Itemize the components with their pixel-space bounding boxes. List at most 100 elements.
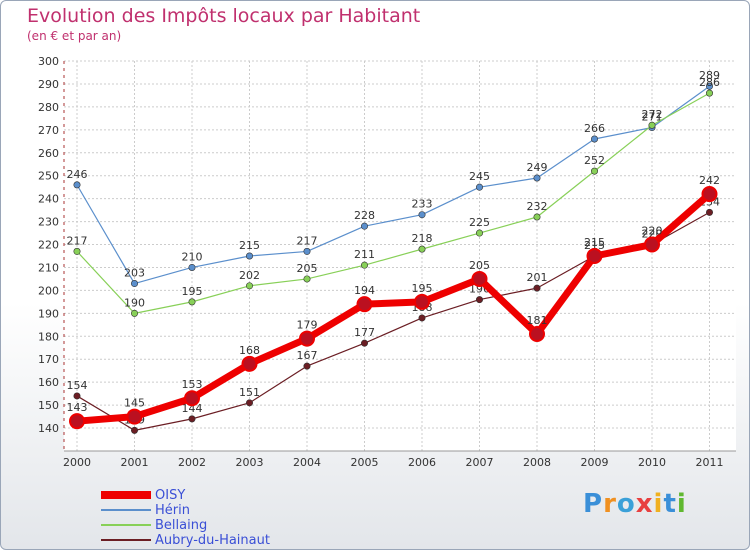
y-tick-label: 300 bbox=[38, 55, 59, 68]
data-point-aubry-du-hainaut bbox=[418, 314, 426, 322]
x-tick-label: 2007 bbox=[466, 456, 494, 469]
data-point-aubry-du-hainaut bbox=[246, 399, 254, 407]
data-point-oisy bbox=[126, 408, 143, 425]
data-point-aubry-du-hainaut bbox=[131, 426, 139, 434]
data-point-h-rin bbox=[475, 183, 483, 191]
data-label-h-rin: 233 bbox=[412, 198, 433, 211]
y-tick-label: 180 bbox=[38, 330, 59, 343]
y-tick-label: 290 bbox=[38, 78, 59, 91]
legend-swatch bbox=[101, 509, 151, 511]
data-point-aubry-du-hainaut bbox=[303, 362, 311, 370]
data-point-oisy bbox=[414, 293, 430, 310]
legend-label: Aubry-du-Hainaut bbox=[155, 533, 270, 548]
data-label-h-rin: 266 bbox=[584, 122, 605, 135]
data-label-h-rin: 245 bbox=[469, 170, 490, 183]
y-tick-label: 160 bbox=[38, 376, 59, 389]
x-tick-label: 2001 bbox=[121, 456, 149, 469]
y-tick-label: 260 bbox=[38, 147, 59, 160]
data-point-bellaing bbox=[533, 213, 541, 221]
data-label-aubry-du-hainaut: 167 bbox=[297, 349, 318, 362]
data-point-oisy bbox=[644, 236, 660, 253]
plot-area bbox=[64, 61, 736, 451]
data-point-aubry-du-hainaut bbox=[705, 208, 713, 216]
x-tick-label: 2008 bbox=[523, 456, 551, 469]
data-label-bellaing: 252 bbox=[584, 154, 605, 167]
data-label-bellaing: 218 bbox=[412, 232, 433, 245]
data-point-bellaing bbox=[590, 167, 598, 175]
data-point-aubry-du-hainaut bbox=[360, 339, 368, 347]
data-point-oisy bbox=[356, 296, 373, 313]
data-label-oisy: 195 bbox=[412, 282, 433, 295]
data-point-aubry-du-hainaut bbox=[73, 392, 81, 400]
data-point-h-rin bbox=[131, 280, 139, 288]
data-label-oisy: 205 bbox=[469, 259, 490, 272]
data-label-aubry-du-hainaut: 201 bbox=[527, 271, 548, 284]
data-point-aubry-du-hainaut bbox=[188, 415, 196, 423]
data-point-bellaing bbox=[418, 245, 426, 253]
data-point-bellaing bbox=[131, 309, 139, 317]
legend-swatch bbox=[101, 524, 151, 526]
data-label-bellaing: 211 bbox=[354, 248, 375, 261]
data-label-bellaing: 272 bbox=[642, 108, 663, 121]
y-tick-label: 270 bbox=[38, 124, 59, 137]
data-label-aubry-du-hainaut: 151 bbox=[239, 386, 260, 399]
legend-swatch bbox=[101, 491, 151, 499]
chart-title: Evolution des Impôts locaux par Habitant bbox=[27, 5, 421, 27]
data-label-oisy: 145 bbox=[124, 397, 145, 410]
logo-letter: r bbox=[603, 489, 617, 519]
y-tick-label: 280 bbox=[38, 101, 59, 114]
data-label-oisy: 179 bbox=[297, 319, 318, 332]
x-tick-label: 2011 bbox=[696, 456, 724, 469]
logo-letter: o bbox=[616, 489, 636, 519]
series-line-oisy bbox=[73, 190, 713, 425]
legend-label: Bellaing bbox=[155, 518, 208, 533]
data-point-oisy bbox=[701, 186, 718, 203]
chart-subtitle: (en € et par an) bbox=[27, 29, 122, 43]
y-tick-label: 230 bbox=[38, 216, 59, 229]
data-point-h-rin bbox=[360, 222, 368, 230]
logo-letter: P bbox=[583, 489, 604, 519]
data-point-oisy bbox=[529, 326, 545, 342]
data-label-h-rin: 246 bbox=[67, 168, 88, 181]
data-point-oisy bbox=[299, 330, 315, 347]
data-label-h-rin: 215 bbox=[239, 239, 260, 252]
logo-letter: t bbox=[663, 489, 677, 519]
x-tick-label: 2003 bbox=[236, 456, 264, 469]
x-tick-label: 2002 bbox=[178, 456, 206, 469]
data-point-bellaing bbox=[648, 121, 656, 129]
data-point-aubry-du-hainaut bbox=[533, 284, 541, 292]
data-point-bellaing bbox=[705, 89, 713, 97]
data-point-bellaing bbox=[188, 298, 196, 306]
y-tick-label: 190 bbox=[38, 307, 59, 320]
data-label-h-rin: 271 bbox=[642, 111, 663, 124]
data-label-bellaing: 202 bbox=[239, 269, 260, 282]
data-label-aubry-du-hainaut: 177 bbox=[354, 326, 375, 339]
data-point-h-rin bbox=[590, 135, 598, 143]
y-tick-label: 200 bbox=[38, 284, 59, 297]
series-line-h-rin bbox=[76, 85, 711, 285]
logo-letter: i bbox=[676, 489, 687, 519]
data-label-oisy: 153 bbox=[182, 378, 203, 391]
legend-label: OISY bbox=[155, 488, 186, 503]
data-label-oisy: 194 bbox=[354, 284, 375, 297]
data-point-oisy bbox=[241, 355, 258, 372]
data-label-h-rin: 210 bbox=[182, 250, 203, 263]
y-tick-label: 210 bbox=[38, 261, 59, 274]
data-label-oisy: 220 bbox=[642, 225, 663, 238]
data-label-oisy: 143 bbox=[67, 401, 88, 414]
y-tick-label: 150 bbox=[38, 399, 59, 412]
data-point-bellaing bbox=[303, 275, 311, 283]
y-tick-label: 140 bbox=[38, 422, 59, 435]
data-label-oisy: 215 bbox=[584, 236, 605, 249]
data-point-h-rin bbox=[418, 211, 426, 219]
x-tick-label: 2000 bbox=[63, 456, 91, 469]
data-point-h-rin bbox=[303, 247, 311, 255]
data-label-h-rin: 228 bbox=[354, 209, 375, 222]
x-tick-label: 2006 bbox=[408, 456, 436, 469]
data-point-h-rin bbox=[188, 263, 196, 271]
data-point-bellaing bbox=[246, 282, 254, 290]
y-tick-label: 250 bbox=[38, 170, 59, 183]
data-label-bellaing: 205 bbox=[297, 262, 318, 275]
